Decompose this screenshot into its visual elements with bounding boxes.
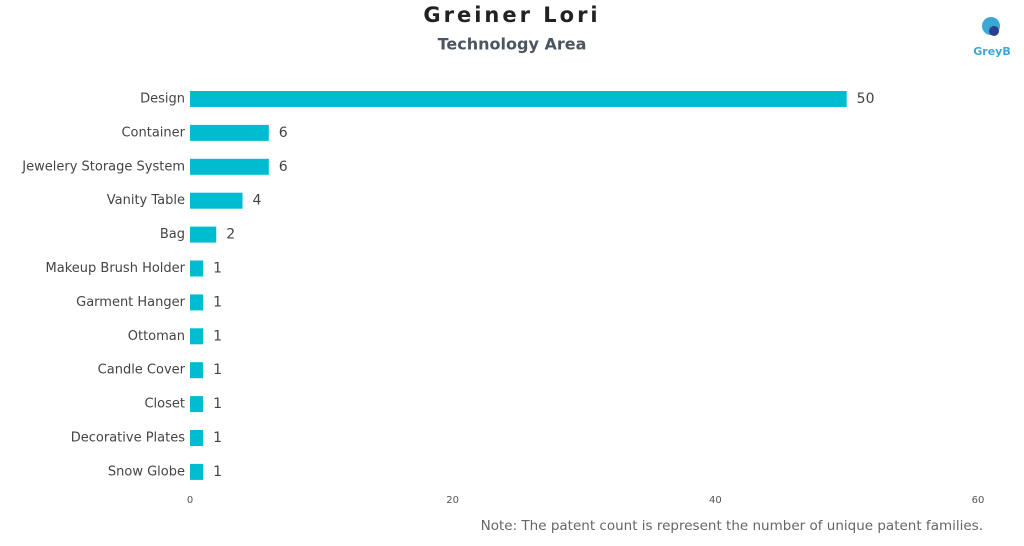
y-tick-label: Decorative Plates	[71, 431, 185, 446]
bar	[190, 328, 204, 345]
logo: GreyB	[973, 17, 1011, 58]
x-tick-label: 20	[446, 495, 459, 506]
y-tick-label: Vanity Table	[107, 193, 185, 208]
data-label: 1	[213, 294, 222, 310]
y-tick-label: Closet	[144, 397, 185, 412]
data-label: 1	[213, 396, 222, 412]
data-label: 2	[226, 227, 235, 243]
note: Note: The patent count is represent the …	[481, 518, 983, 534]
data-label: 1	[213, 430, 222, 446]
data-label: 1	[213, 464, 222, 480]
data-label: 6	[279, 159, 288, 175]
bar	[190, 430, 204, 446]
data-label: 6	[279, 125, 288, 141]
data-label: 1	[213, 261, 222, 277]
x-tick-label: 40	[709, 495, 722, 506]
bar	[190, 294, 204, 311]
chart-subtitle: Technology Area	[438, 35, 587, 54]
bar	[190, 463, 204, 480]
y-tick-label: Container	[121, 125, 185, 140]
y-tick-label: Makeup Brush Holder	[46, 261, 186, 276]
x-tick-label: 60	[972, 495, 985, 506]
y-tick-label: Garment Hanger	[76, 295, 186, 310]
y-tick-label: Bag	[160, 227, 185, 242]
y-tick-label: Design	[140, 92, 185, 107]
bar	[190, 362, 204, 379]
bar	[190, 192, 243, 209]
bar	[190, 396, 204, 413]
data-label: 1	[213, 328, 222, 344]
logo-icon	[989, 26, 999, 36]
bar	[190, 260, 204, 277]
chart-title: Greiner Lori	[423, 3, 600, 27]
y-tick-label: Ottoman	[128, 329, 185, 344]
bar	[190, 91, 847, 107]
bar	[190, 226, 217, 243]
y-tick-label: Jewelery Storage System	[21, 159, 185, 174]
bar	[190, 124, 269, 141]
data-label: 4	[253, 193, 262, 209]
y-tick-label: Snow Globe	[108, 464, 185, 479]
y-tick-label: Candle Cover	[98, 363, 186, 378]
bar	[190, 158, 269, 175]
data-label: 50	[857, 91, 875, 107]
data-label: 1	[213, 362, 222, 378]
logo-text: GreyB	[973, 45, 1010, 58]
x-tick-label: 0	[187, 495, 193, 506]
